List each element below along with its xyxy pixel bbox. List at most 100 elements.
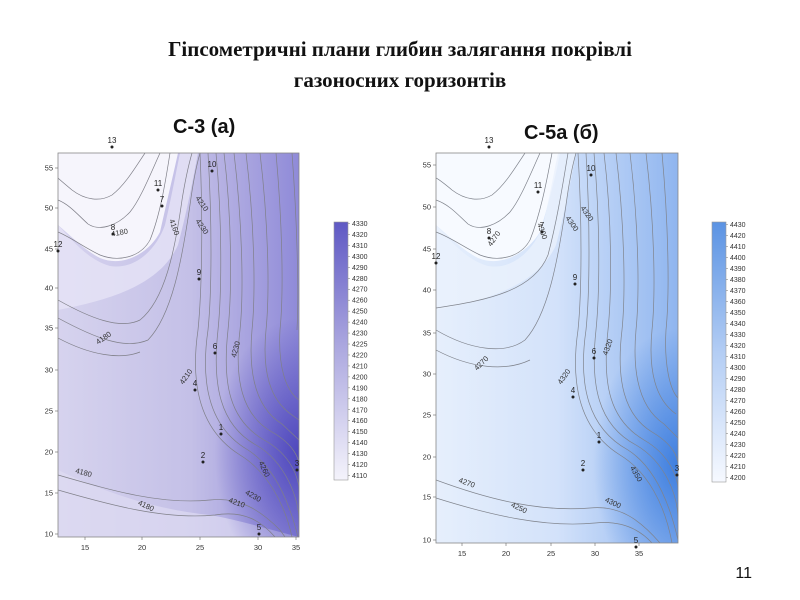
legend-value: 4230 (352, 331, 368, 338)
well-label: 12 (432, 252, 441, 261)
well-marker (160, 204, 164, 208)
well-marker (581, 468, 585, 472)
well-label: 2 (201, 451, 206, 460)
legend-value: 4420 (730, 233, 746, 240)
well-label: 7 (160, 195, 165, 204)
x-tick-label: 25 (196, 543, 204, 552)
legend-value: 4280 (730, 387, 746, 394)
map-b-title: С-5а (б) (524, 122, 599, 144)
well-label: 11 (154, 179, 163, 188)
legend-value: 4170 (352, 407, 368, 414)
legend-value: 4130 (352, 451, 368, 458)
well-label: 9 (573, 273, 578, 282)
legend-value: 4350 (730, 310, 746, 317)
legend-value: 4370 (730, 288, 746, 295)
legend-value: 4225 (352, 342, 368, 349)
legend-value: 4310 (730, 354, 746, 361)
legend-value: 4310 (352, 243, 368, 250)
well-label: 9 (197, 268, 202, 277)
well-marker (597, 440, 601, 444)
well-label: 4 (571, 386, 576, 395)
legend-value: 4390 (730, 266, 746, 273)
well-label: 10 (587, 164, 596, 173)
legend-value: 4290 (352, 265, 368, 272)
x-tick-label: 35 (635, 549, 643, 558)
legend-value: 4260 (730, 409, 746, 416)
page-number: 11 (735, 565, 752, 582)
y-tick-label: 15 (423, 493, 431, 502)
legend-value: 4230 (730, 442, 746, 449)
slide-title: Гіпсометричні плани глибин залягання пок… (0, 34, 800, 96)
legend-value: 4360 (730, 299, 746, 306)
well-label: 7 (540, 221, 545, 230)
y-tick-label: 20 (45, 448, 53, 457)
y-tick-label: 35 (423, 329, 431, 338)
map-a-x-axis: 15 20 25 30 35 (81, 537, 300, 552)
y-tick-label: 50 (45, 204, 53, 213)
legend-value: 4240 (730, 431, 746, 438)
well-label: 11 (534, 181, 543, 190)
legend-value: 4400 (730, 255, 746, 262)
well-marker (573, 282, 577, 286)
well-marker (571, 395, 575, 399)
well-marker (540, 230, 544, 234)
legend-value: 4430 (730, 222, 746, 229)
legend-value: 4190 (352, 385, 368, 392)
legend-value: 4220 (352, 352, 368, 359)
well-marker (536, 190, 540, 194)
legend-value: 4150 (352, 429, 368, 436)
legend-value: 4280 (352, 276, 368, 283)
y-tick-label: 25 (423, 411, 431, 420)
y-tick-label: 40 (45, 284, 53, 293)
legend-value: 4330 (352, 221, 368, 228)
legend-value: 4250 (352, 309, 368, 316)
slide-title-line-1: Гіпсометричні плани глибин залягання пок… (168, 37, 632, 61)
legend-value: 4250 (730, 420, 746, 427)
x-tick-label: 30 (254, 543, 262, 552)
map-b-legend: 4430 4420 4410 4400 4390 4380 4370 4360 4350 4340… (711, 221, 746, 483)
legend-value: 4320 (352, 232, 368, 239)
well-marker (213, 351, 217, 355)
y-tick-label: 45 (423, 245, 431, 254)
legend-value: 4210 (352, 363, 368, 370)
well-label: 1 (597, 431, 602, 440)
well-marker (201, 460, 205, 464)
y-tick-label: 45 (45, 245, 53, 254)
well-label: 8 (111, 223, 116, 232)
well-label: 6 (592, 347, 597, 356)
well-label: 8 (487, 227, 492, 236)
legend-value: 4120 (352, 462, 368, 469)
legend-value: 4260 (352, 298, 368, 305)
well-label: 4 (193, 379, 198, 388)
y-tick-label: 20 (423, 453, 431, 462)
y-tick-label: 55 (423, 161, 431, 170)
legend-value: 4410 (730, 244, 746, 251)
legend-value: 4240 (352, 320, 368, 327)
well-marker (434, 261, 438, 265)
y-tick-label: 35 (45, 324, 53, 333)
well-marker (295, 468, 299, 472)
legend-value: 4270 (352, 287, 368, 294)
x-tick-label: 35 (292, 543, 300, 552)
legend-value: 4200 (352, 374, 368, 381)
well-label: 1 (219, 423, 224, 432)
map-b-y-axis: 55 50 45 40 35 30 25 20 15 10 (423, 161, 436, 545)
legend-value: 4200 (730, 475, 746, 482)
well-marker (219, 432, 223, 436)
map-a-title: С-3 (а) (173, 116, 236, 138)
well-marker (487, 236, 491, 240)
well-marker (111, 232, 115, 236)
legend-value: 4330 (730, 332, 746, 339)
y-tick-label: 55 (45, 164, 53, 173)
contour-label: 4180 (74, 466, 92, 479)
x-tick-label: 25 (547, 549, 555, 558)
legend-value: 4220 (730, 453, 746, 460)
map-b-plot-area (436, 153, 678, 543)
well-label: 5 (257, 523, 262, 532)
well-marker (257, 532, 261, 536)
legend-value: 4320 (730, 343, 746, 350)
x-tick-label: 15 (81, 543, 89, 552)
